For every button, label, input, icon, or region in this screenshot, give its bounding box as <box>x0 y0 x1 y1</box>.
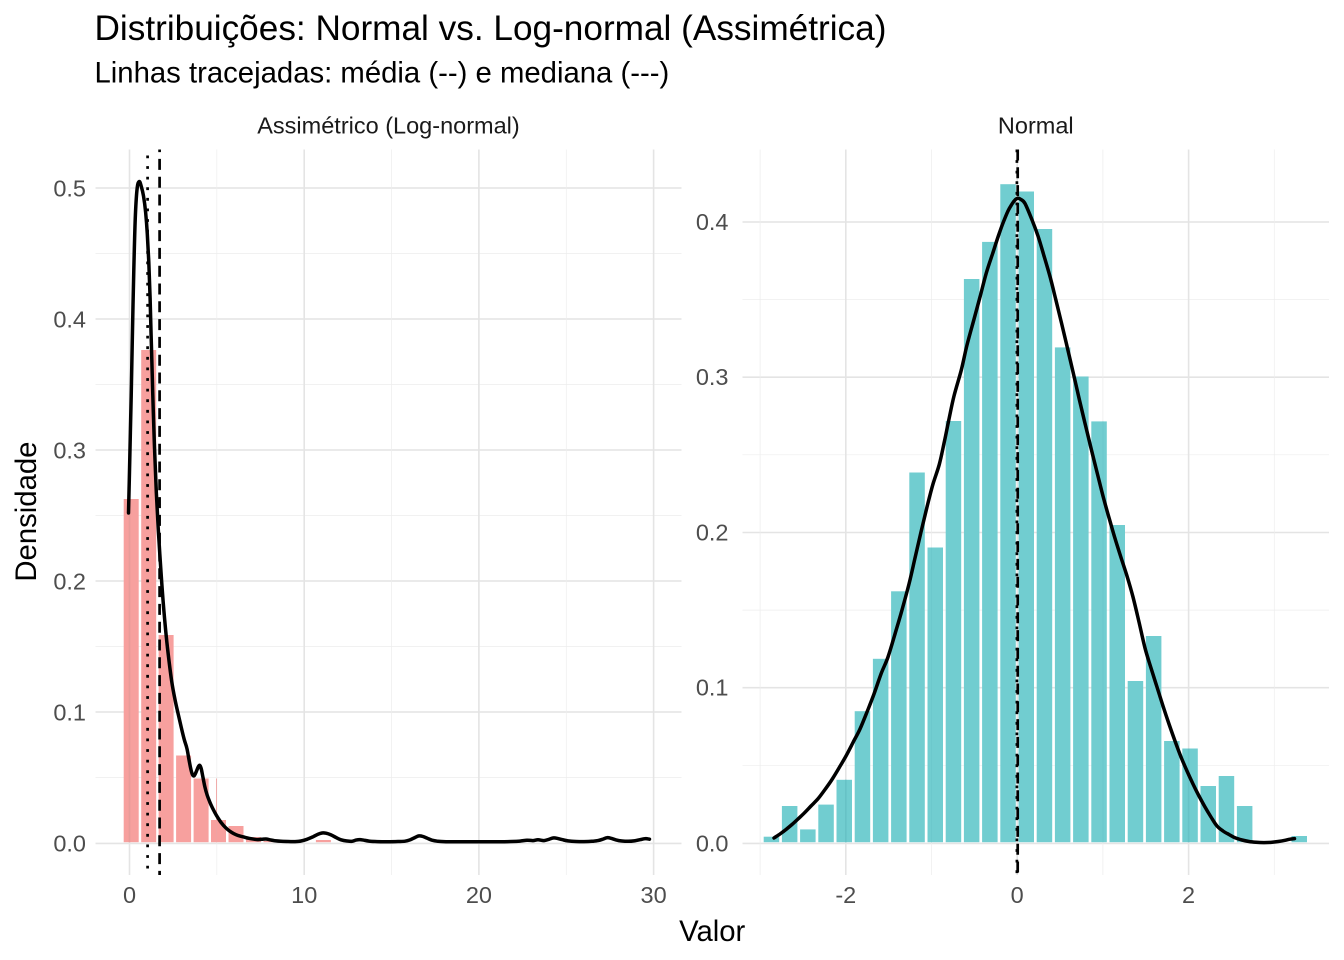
svg-text:30: 30 <box>641 882 667 908</box>
svg-text:0.4: 0.4 <box>53 306 86 332</box>
svg-text:0: 0 <box>1011 882 1024 908</box>
svg-text:0.0: 0.0 <box>53 830 86 856</box>
svg-text:-2: -2 <box>835 882 856 908</box>
svg-text:2: 2 <box>1182 882 1195 908</box>
svg-text:0.3: 0.3 <box>53 437 86 463</box>
svg-text:Densidade: Densidade <box>10 442 43 582</box>
svg-text:0.4: 0.4 <box>696 209 729 235</box>
svg-text:0.0: 0.0 <box>696 830 729 856</box>
svg-text:20: 20 <box>466 882 492 908</box>
svg-text:0.1: 0.1 <box>53 699 86 725</box>
svg-text:Normal: Normal <box>998 113 1074 139</box>
svg-text:Linhas tracejadas: média (--): Linhas tracejadas: média (--) e mediana … <box>95 57 670 90</box>
svg-text:0.3: 0.3 <box>696 364 729 390</box>
svg-text:0.2: 0.2 <box>53 568 86 594</box>
svg-text:Distribuições: Normal vs. Log-: Distribuições: Normal vs. Log-normal (As… <box>95 9 887 48</box>
svg-text:Assimétrico (Log-normal): Assimétrico (Log-normal) <box>257 113 519 139</box>
svg-text:Valor: Valor <box>679 915 745 948</box>
svg-text:0.5: 0.5 <box>53 175 86 201</box>
svg-text:0.2: 0.2 <box>696 520 729 546</box>
svg-text:10: 10 <box>291 882 317 908</box>
svg-text:0.1: 0.1 <box>696 675 729 701</box>
svg-text:0: 0 <box>123 882 136 908</box>
